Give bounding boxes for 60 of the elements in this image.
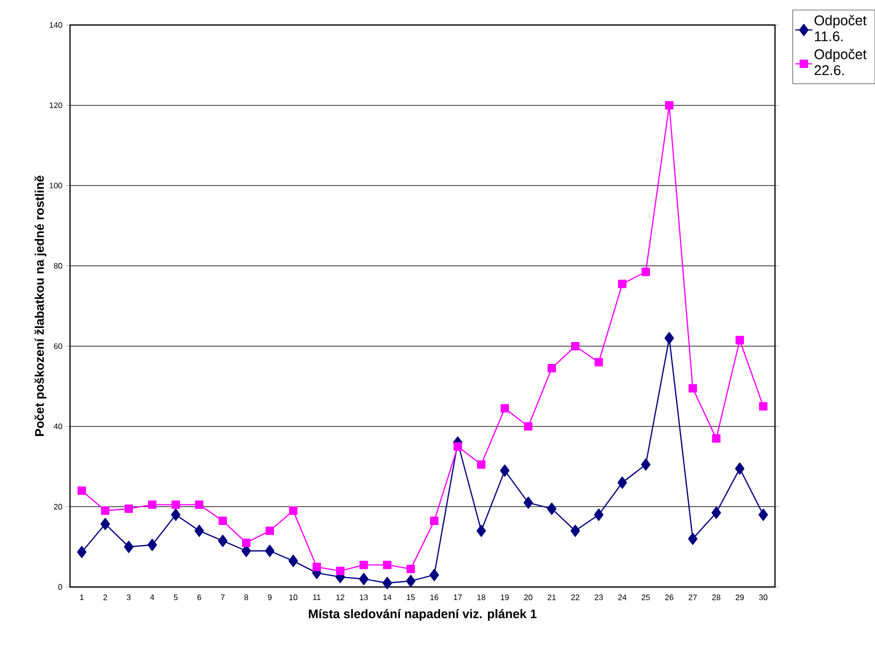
point [289,506,298,515]
point [594,508,604,521]
point [688,384,697,392]
point [382,576,392,590]
point [359,572,368,586]
point [101,506,110,515]
point [618,280,626,288]
point [312,562,321,572]
point [736,336,744,344]
point [548,364,556,372]
point [712,434,720,443]
point [336,566,344,576]
point [124,540,134,553]
point [688,532,698,545]
point [547,502,556,515]
x-axis-title: Místa sledování napadení viz. plánek 1 [308,608,537,621]
point [642,268,650,276]
point [171,508,180,521]
point [124,504,133,513]
point [594,358,603,366]
point [148,538,157,551]
point [288,554,298,568]
point [195,500,204,509]
point [430,568,439,582]
point [641,458,650,471]
point [524,422,532,431]
point [712,506,721,519]
point [218,516,227,525]
point [759,402,768,411]
point [477,460,486,469]
point [77,546,86,558]
point [242,538,250,548]
point [406,574,416,588]
point [454,442,462,451]
y-axis-title: Počet poškození žlabatkou na jedné rostlině [34,176,46,436]
point [194,524,204,537]
point [266,526,274,535]
point [265,544,274,557]
point [500,404,509,413]
point [172,500,180,509]
point [383,560,392,570]
point [218,534,228,547]
point [430,516,438,525]
point [78,486,86,495]
point [524,496,533,509]
point [500,464,510,477]
point [758,508,768,521]
point [735,462,744,475]
point [570,524,580,537]
point [360,560,368,570]
point [476,524,486,537]
point [100,518,110,530]
point [618,476,627,489]
point [148,500,156,509]
legend-label: Odpočet 22.6. [814,48,867,76]
legend-label: Odpočet 11.6. [814,15,867,42]
point [571,342,580,350]
point [665,101,674,110]
point [406,564,415,574]
point [664,332,674,344]
